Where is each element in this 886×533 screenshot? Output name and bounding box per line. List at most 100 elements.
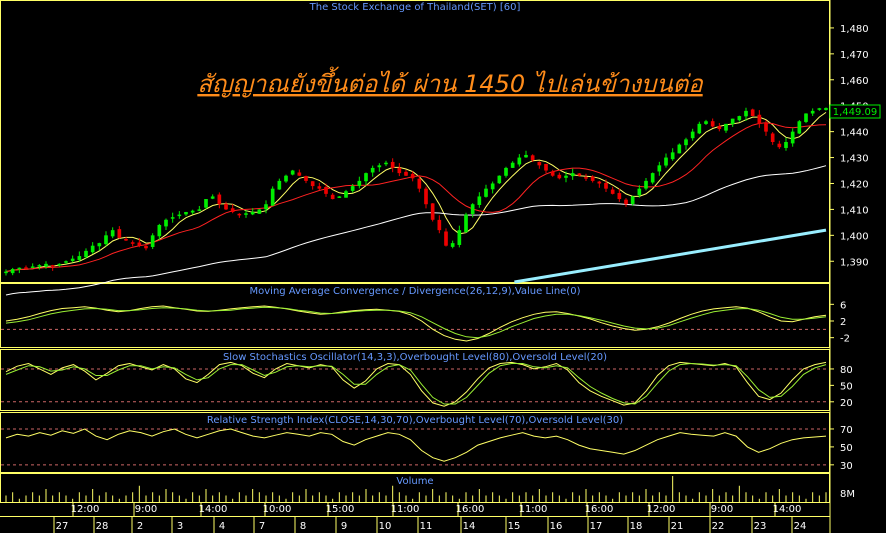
candle-body	[117, 229, 122, 238]
candle-body	[84, 250, 88, 258]
macd-axis-ticks: 6 2 -2	[830, 300, 850, 345]
candlesticks	[4, 107, 828, 276]
candle-body	[30, 266, 35, 268]
candle-body	[150, 235, 155, 247]
chart-title: The Stock Exchange of Thailand(SET) [60]	[309, 2, 521, 13]
candle-body	[157, 224, 162, 237]
time-label: 16:00	[456, 504, 485, 515]
date-label: 2	[137, 521, 143, 532]
date-axis: 27 28 2 3 4 7 8 9 10 11 14 15 16 17 18 21 22 23 24	[53, 517, 807, 533]
candle-body	[604, 183, 608, 189]
candle-body	[257, 209, 262, 214]
candle-body	[650, 173, 655, 183]
candle-body	[817, 108, 822, 110]
candle-body	[304, 176, 308, 181]
candle-body	[110, 230, 115, 237]
candle-body	[777, 143, 782, 148]
candle-body	[550, 171, 555, 176]
candle-body	[357, 180, 362, 186]
macd-lines	[1, 305, 829, 342]
candle-body	[670, 152, 675, 160]
candle-body	[557, 174, 562, 179]
macd-title: Moving Average Convergence / Divergence(…	[250, 286, 581, 297]
axis-tick-label: 50	[840, 443, 853, 454]
candle-body	[264, 204, 268, 210]
price-tick-label: 1,400	[840, 231, 869, 242]
candle-body	[464, 214, 468, 232]
candle-body	[717, 126, 722, 130]
date-label: 4	[219, 521, 225, 532]
date-label: 16	[550, 521, 563, 532]
stochastic-lines	[1, 361, 829, 407]
candle-body	[137, 242, 142, 246]
date-label: 14	[463, 521, 476, 532]
candle-body	[617, 193, 622, 200]
candle-body	[197, 209, 202, 211]
candle-body	[690, 131, 695, 139]
candle-body	[230, 208, 235, 212]
candle-body	[124, 238, 128, 241]
candle-body	[250, 212, 255, 215]
candle-body	[284, 175, 288, 182]
candle-body	[290, 170, 295, 175]
last-price-label: 1,449.09	[833, 107, 878, 118]
candle-body	[490, 183, 495, 190]
price-axis-ticks: 1,3901,4001,4101,4201,4301,4401,4501,460…	[830, 24, 869, 268]
candle-body	[397, 167, 402, 174]
date-label: 21	[671, 521, 684, 532]
time-label: 16:00	[585, 504, 614, 515]
candle-body	[297, 172, 302, 176]
candle-body	[217, 194, 222, 205]
price-tick-label: 1,430	[840, 154, 869, 165]
date-label: 17	[590, 521, 603, 532]
date-label: 24	[794, 521, 807, 532]
candle-body	[10, 269, 15, 274]
candle-body	[277, 180, 282, 190]
candle-body	[544, 163, 548, 171]
candle-body	[344, 191, 348, 198]
candle-body	[484, 188, 488, 197]
candle-body	[97, 243, 102, 247]
candle-body	[457, 230, 462, 245]
moving-average-ma_long	[5, 165, 827, 296]
volume-axis-label: 8M	[840, 489, 855, 500]
date-label: 15	[508, 521, 521, 532]
time-label: 10:00	[263, 504, 292, 515]
candle-body	[584, 177, 588, 179]
candle-body	[350, 186, 355, 191]
stochastic-title: Slow Stochastics Oscillator(14,3,3),Over…	[223, 352, 607, 363]
rsi-axis-ticks: 70 50 30	[830, 425, 853, 472]
candle-body	[104, 235, 108, 245]
candle-body	[517, 157, 522, 165]
volume-bars	[5, 476, 827, 502]
candle-body	[450, 243, 455, 247]
date-label: 27	[56, 521, 69, 532]
axis-tick-label: 20	[840, 398, 853, 409]
candle-body	[370, 167, 375, 173]
candle-body	[364, 173, 368, 182]
candle-body	[824, 108, 828, 110]
candle-body	[730, 118, 735, 125]
oscillator-line	[5, 306, 827, 339]
candle-body	[750, 109, 755, 117]
candle-body	[144, 245, 148, 249]
candle-body	[50, 265, 55, 267]
candle-body	[70, 258, 75, 262]
time-label: 11:00	[391, 504, 420, 515]
price-tick-label: 1,470	[840, 50, 869, 61]
chart-annotation: สัญญาณยังขึ้นต่อได้ ผ่าน 1450 ไปเล่นข้าง…	[197, 66, 704, 98]
axis-tick-label: 80	[840, 365, 853, 376]
candle-body	[204, 199, 208, 208]
candle-body	[410, 173, 415, 179]
candle-body	[44, 263, 48, 267]
candle-body	[177, 214, 182, 217]
candle-body	[324, 186, 328, 194]
candle-body	[210, 196, 215, 199]
candle-body	[317, 186, 322, 189]
candle-body	[184, 212, 188, 215]
time-label: 11:00	[519, 504, 548, 515]
date-label: 3	[177, 521, 183, 532]
last-price-badge: 1,449.09	[829, 104, 881, 119]
candle-body	[724, 123, 728, 131]
candle-body	[24, 267, 28, 269]
